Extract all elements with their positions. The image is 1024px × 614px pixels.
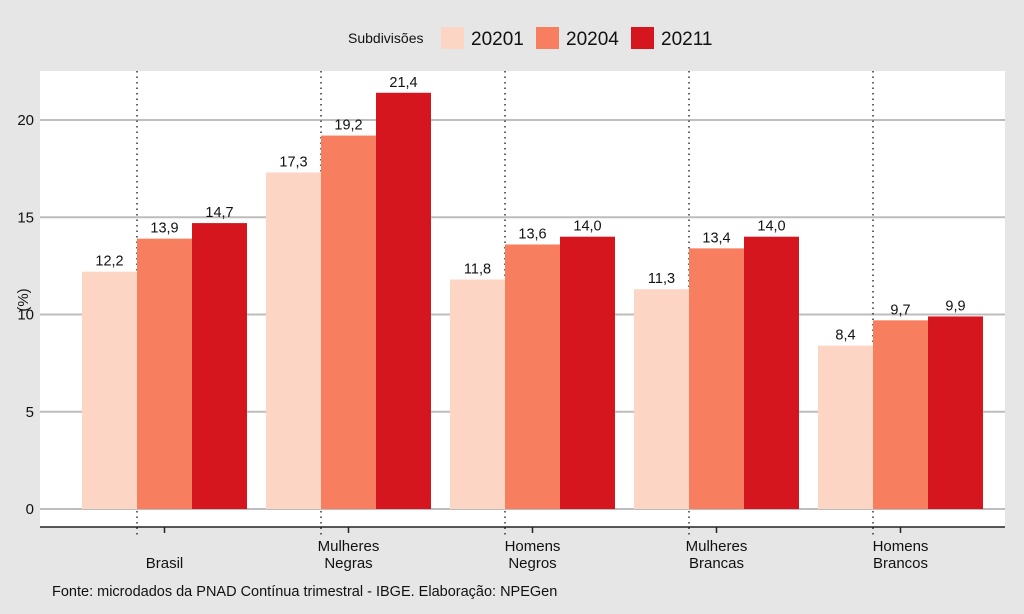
data-label: 9,9 xyxy=(945,298,965,314)
data-label: 13,9 xyxy=(150,221,178,237)
y-tick-label: 0 xyxy=(26,501,34,518)
bar-20201-4 xyxy=(818,345,873,509)
bar-20211-3 xyxy=(744,236,799,509)
data-label: 13,6 xyxy=(518,226,546,242)
data-label: 14,0 xyxy=(757,219,785,235)
category-label: Mulheres xyxy=(318,538,380,555)
y-tick-label: 10 xyxy=(17,307,34,324)
y-tick-label: 20 xyxy=(17,112,34,129)
data-label: 12,2 xyxy=(95,254,123,270)
y-tick-label: 5 xyxy=(26,404,34,421)
data-label: 21,4 xyxy=(389,75,417,91)
category-label: Homens xyxy=(873,538,929,555)
bars xyxy=(82,92,983,510)
legend: Subdivisões 20201 20204 20211 xyxy=(348,27,712,50)
bar-20201-3 xyxy=(634,289,689,509)
bar-20201-0 xyxy=(82,271,137,509)
y-tick-label: 15 xyxy=(17,209,34,226)
bar-20201-2 xyxy=(450,279,505,509)
category-label: Brasil xyxy=(146,555,184,572)
legend-title: Subdivisões xyxy=(348,30,424,46)
data-label: 14,7 xyxy=(205,205,233,221)
legend-swatch-20204 xyxy=(536,27,559,49)
legend-label: 20204 xyxy=(566,29,619,50)
bar-20204-0 xyxy=(137,238,192,509)
data-label: 13,4 xyxy=(702,230,730,246)
legend-swatch-20201 xyxy=(441,27,464,49)
legend-label: 20211 xyxy=(661,29,712,50)
category-label: Mulheres xyxy=(686,538,748,555)
data-label: 17,3 xyxy=(279,155,307,171)
source-note: Fonte: microdados da PNAD Contínua trime… xyxy=(52,584,557,600)
bar-20211-1 xyxy=(376,92,431,510)
category-labels: BrasilMulheresNegrasHomensNegrosMulheres… xyxy=(146,527,929,572)
category-label: Brancos xyxy=(873,555,928,572)
data-labels: 12,2 17,3 11,8 11,3 8,4 13,9 19,2 13,6 13,4 9,7 14… xyxy=(95,75,965,344)
category-label: Negros xyxy=(508,555,556,572)
bar-20204-3 xyxy=(689,248,744,509)
bar-20204-4 xyxy=(873,320,928,509)
y-axis-title: (%) xyxy=(15,288,32,311)
bar-20211-2 xyxy=(560,236,615,509)
category-label: Negras xyxy=(324,555,372,572)
bar-20204-2 xyxy=(505,244,560,510)
category-label: Brancas xyxy=(689,555,744,572)
data-label: 14,0 xyxy=(573,219,601,235)
legend-swatch-20211 xyxy=(631,27,654,49)
category-label: Homens xyxy=(505,538,561,555)
data-label: 11,8 xyxy=(464,261,491,277)
y-axis-ticks: 0 5 10 15 20 xyxy=(17,112,34,518)
data-label: 19,2 xyxy=(334,118,362,134)
data-label: 11,3 xyxy=(648,271,675,287)
bar-20211-0 xyxy=(192,223,247,509)
data-label: 9,7 xyxy=(890,302,910,318)
data-label: 8,4 xyxy=(835,328,855,344)
bar-20211-4 xyxy=(928,316,983,509)
legend-label: 20201 xyxy=(471,29,524,50)
bar-20204-1 xyxy=(321,135,376,509)
bar-20201-1 xyxy=(266,172,321,509)
